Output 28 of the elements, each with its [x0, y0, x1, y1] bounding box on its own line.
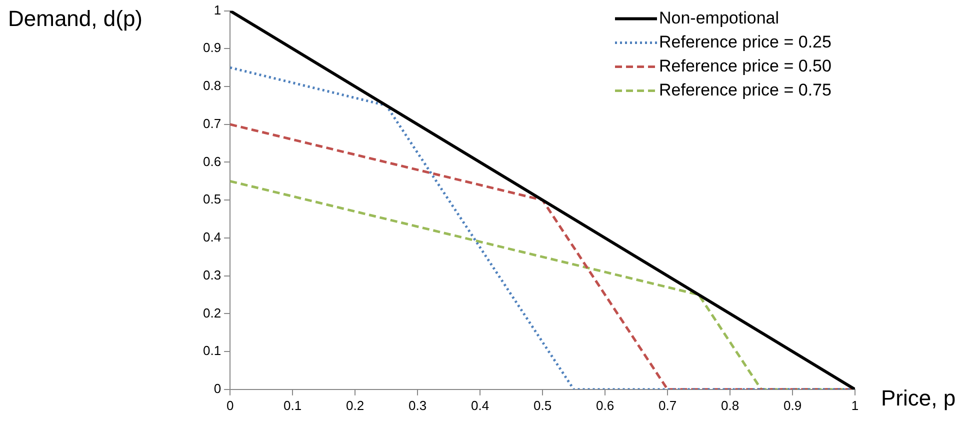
x-tick-label: 0.9 — [783, 398, 802, 413]
x-tick-label: 0.1 — [284, 398, 302, 413]
y-tick-label: 0.1 — [202, 343, 222, 358]
y-axis-title: Demand, d(p) — [8, 6, 143, 32]
x-tick-label: 0.4 — [471, 398, 490, 413]
x-tick-label: 0.5 — [533, 398, 552, 413]
legend-label: Reference price = 0.25 — [659, 32, 832, 52]
x-tick-label: 0.2 — [346, 398, 364, 413]
x-tick-label: 0.3 — [408, 398, 427, 413]
y-tick-label: 0.8 — [202, 78, 222, 94]
legend-label: Reference price = 0.75 — [659, 80, 832, 100]
y-tick-label: 0.5 — [202, 192, 222, 207]
y-tick-label: 0.3 — [202, 267, 222, 282]
x-tick-label: 0.7 — [658, 398, 677, 413]
x-axis-title: Price, p — [881, 385, 956, 410]
x-tick-label: 0 — [226, 398, 234, 413]
legend-label: Reference price = 0.50 — [659, 56, 832, 76]
y-tick-label: 0.2 — [202, 305, 222, 320]
y-tick-label: 0.9 — [202, 40, 222, 56]
x-tick-label: 0.6 — [596, 398, 614, 413]
y-tick-label: 0.4 — [202, 230, 222, 245]
y-tick-label: 0 — [214, 380, 222, 396]
y-tick-label: 0.7 — [202, 116, 222, 131]
x-tick-label: 0.8 — [720, 398, 740, 413]
y-tick-label: 1 — [214, 2, 222, 18]
y-tick-label: 0.6 — [202, 154, 222, 169]
legend-label: Non-empotional — [659, 8, 780, 28]
x-tick-label: 1 — [851, 398, 859, 413]
